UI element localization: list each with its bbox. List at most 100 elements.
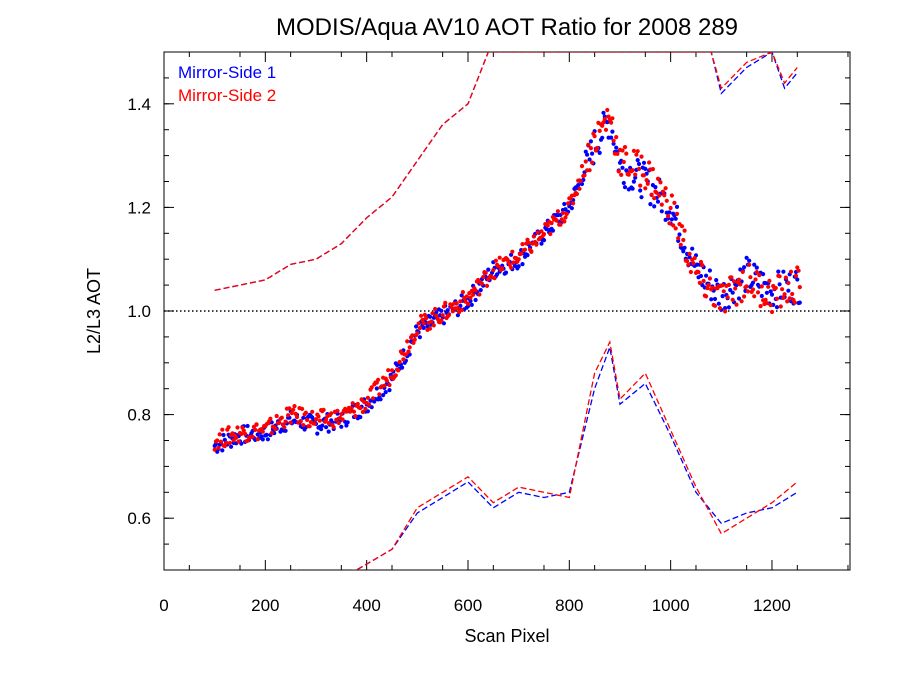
data-point <box>510 249 515 254</box>
data-point <box>796 268 801 273</box>
series-2 <box>212 52 802 570</box>
data-point <box>792 300 797 305</box>
data-point <box>310 409 315 414</box>
data-point <box>638 188 643 193</box>
data-point <box>324 417 329 422</box>
data-point <box>283 428 288 433</box>
data-point <box>471 292 476 297</box>
data-point <box>224 440 229 446</box>
data-point <box>326 429 331 434</box>
data-point <box>541 232 547 237</box>
data-point <box>491 268 496 273</box>
data-point <box>468 295 473 300</box>
data-point <box>433 306 438 312</box>
data-point <box>387 382 392 388</box>
data-point <box>626 172 631 177</box>
data-point <box>712 296 718 302</box>
data-point <box>430 311 435 316</box>
data-point <box>745 289 751 294</box>
data-point <box>549 221 554 226</box>
data-point <box>227 440 232 446</box>
data-point <box>212 447 217 452</box>
data-point <box>454 301 459 306</box>
data-point <box>767 278 772 283</box>
data-point <box>701 278 706 284</box>
data-point <box>652 204 657 209</box>
data-point <box>597 150 602 155</box>
data-point <box>678 242 683 247</box>
data-point <box>496 264 501 269</box>
data-point <box>597 128 602 133</box>
data-point <box>410 333 415 338</box>
data-point <box>497 255 502 260</box>
data-point <box>764 301 770 306</box>
data-point <box>638 183 643 188</box>
data-point <box>503 270 509 275</box>
data-point <box>747 262 752 267</box>
data-point <box>353 414 358 419</box>
data-point <box>555 209 561 214</box>
data-point <box>601 120 606 125</box>
data-point <box>786 280 791 286</box>
data-point <box>459 307 464 313</box>
data-point <box>655 176 661 181</box>
data-point <box>592 134 597 139</box>
data-point <box>407 345 412 350</box>
data-point <box>401 357 406 362</box>
data-point <box>736 277 742 282</box>
data-point <box>397 359 402 365</box>
data-point <box>539 229 544 234</box>
data-point <box>685 258 690 264</box>
data-point <box>576 183 581 188</box>
data-point <box>218 439 224 444</box>
data-point <box>621 180 626 186</box>
data-point <box>707 276 713 281</box>
data-point <box>723 306 728 311</box>
data-point <box>712 303 718 308</box>
data-point <box>243 431 248 436</box>
data-point <box>649 192 654 197</box>
data-point <box>774 296 780 301</box>
data-point <box>681 237 686 243</box>
data-point <box>682 245 687 250</box>
data-point <box>250 434 255 439</box>
data-point <box>301 423 306 428</box>
data-point <box>303 410 308 415</box>
data-point <box>671 223 676 228</box>
data-point <box>348 409 353 414</box>
data-point <box>605 107 610 113</box>
data-point <box>643 166 648 171</box>
data-point <box>541 238 547 243</box>
x-tick-labels: 0 200 400 600 800 1000 1200 <box>159 596 791 615</box>
data-point <box>563 215 568 220</box>
data-point <box>653 185 658 190</box>
data-point <box>534 242 539 247</box>
data-point <box>738 282 743 287</box>
data-point <box>550 228 556 233</box>
data-point <box>777 282 782 287</box>
data-point <box>602 116 607 122</box>
data-point <box>630 168 635 173</box>
data-point <box>700 263 705 268</box>
data-point <box>265 437 270 442</box>
data-point <box>274 413 279 419</box>
data-point <box>234 435 239 440</box>
data-point <box>622 145 628 150</box>
data-point <box>340 417 345 422</box>
data-point <box>221 432 226 438</box>
data-point <box>725 295 730 300</box>
data-point <box>396 368 401 373</box>
data-point <box>698 273 704 279</box>
data-point <box>647 160 652 165</box>
data-point <box>305 417 310 423</box>
data-point <box>367 402 372 407</box>
data-point <box>619 172 624 177</box>
data-point <box>370 396 376 401</box>
data-point <box>429 319 434 324</box>
data-point <box>583 159 588 164</box>
data-point <box>441 321 446 326</box>
data-point <box>769 309 775 315</box>
data-point <box>636 161 642 167</box>
data-point <box>516 264 521 269</box>
data-point <box>312 421 317 426</box>
